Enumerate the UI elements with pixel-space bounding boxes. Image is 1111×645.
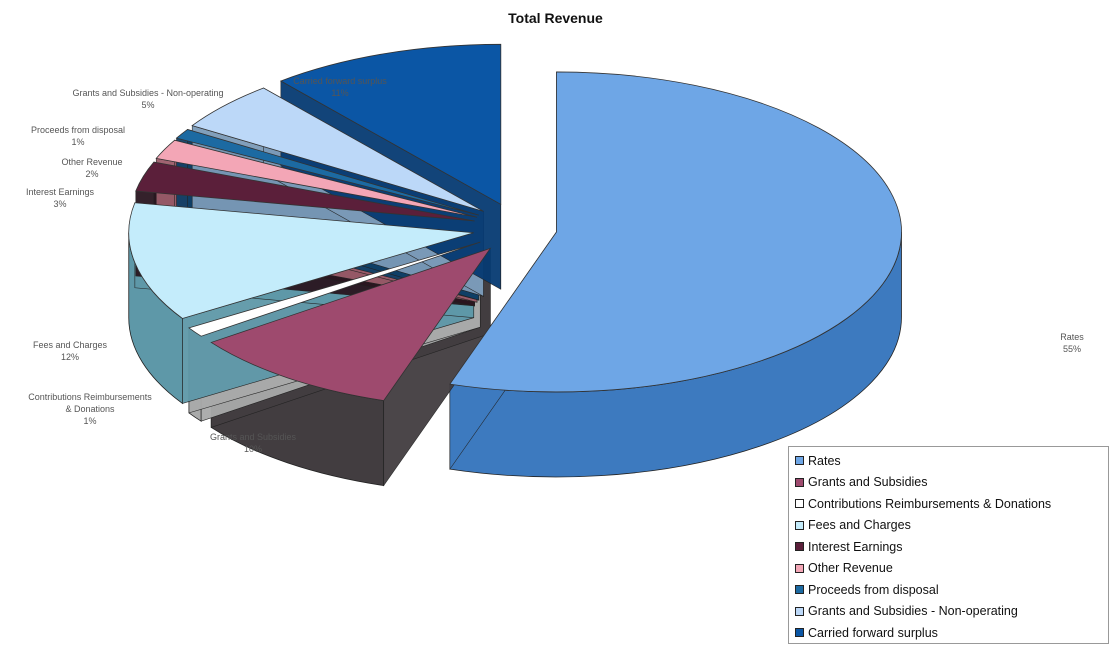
legend-label: Rates [808,453,841,468]
slice-label-1: Grants and Subsidies [210,432,297,442]
slice-label-3: Fees and Charges [33,340,108,350]
legend-label: Carried forward surplus [808,625,938,640]
legend-item: Contributions Reimbursements & Donations [795,493,1108,515]
legend-swatch [795,456,804,466]
chart-title: Total Revenue [508,10,603,26]
legend-item: Grants and Subsidies [795,472,1108,494]
pie-tops [128,43,902,401]
pie-slice-4 [135,161,475,222]
legend-swatch [795,585,804,595]
slice-label-2-1: & Donations [65,404,115,414]
slice-value-4: 3% [53,199,66,209]
slice-label-5: Other Revenue [61,157,122,167]
pie-slice-5 [155,139,478,218]
legend-label: Interest Earnings [808,539,903,554]
legend-item: Proceeds from disposal [795,579,1108,601]
slice-label-7: Grants and Subsidies - Non-operating [72,88,223,98]
legend-swatch [795,563,804,573]
pie-slice-8 [279,43,502,205]
legend-swatch [795,520,804,530]
legend-swatch [795,606,804,616]
slice-label-2: Contributions Reimbursements [28,392,152,402]
slice-value-7: 5% [141,100,154,110]
slice-value-8: 11% [331,88,348,98]
slice-label-8: Carried forward surplus [293,76,387,86]
pie-slice-2 [188,241,481,337]
legend-swatch [795,542,804,552]
slice-value-3: 12% [61,352,79,362]
legend-item: Rates [795,450,1108,472]
pie-slice-3 [128,202,474,319]
pie-slice-7 [191,87,484,212]
legend: Rates Grants and Subsidies Contributions R… [788,446,1109,644]
slice-labels: Rates 55% Grants and Subsidies 10% Contribut… [26,76,1084,454]
legend-item: Carried forward surplus [795,622,1108,644]
legend-swatch [795,628,804,638]
legend-item: Grants and Subsidies - Non-operating [795,601,1108,623]
slice-value-5: 2% [85,169,98,179]
pie-slice-1 [210,247,492,401]
slice-value-6: 1% [71,137,84,147]
slice-value-2: 1% [83,416,96,426]
legend-label: Grants and Subsidies [808,475,928,490]
legend-item: Interest Earnings [795,536,1108,558]
legend-item: Fees and Charges [795,515,1108,537]
pie-slice-0 [449,71,902,393]
pie-slice-6 [175,129,479,216]
slice-value-1: 10% [244,444,262,454]
slice-label-4: Interest Earnings [26,187,95,197]
legend-item: Other Revenue [795,558,1108,580]
legend-label: Fees and Charges [808,518,911,533]
legend-swatch [795,477,804,487]
slice-label-6: Proceeds from disposal [31,125,125,135]
slice-value-0: 55% [1063,344,1081,354]
legend-swatch [795,499,804,509]
slice-label-0: Rates [1060,332,1084,342]
legend-label: Proceeds from disposal [808,582,939,597]
legend-label: Grants and Subsidies - Non-operating [808,604,1018,619]
legend-label: Other Revenue [808,561,893,576]
legend-label: Contributions Reimbursements & Donations [808,496,1052,511]
